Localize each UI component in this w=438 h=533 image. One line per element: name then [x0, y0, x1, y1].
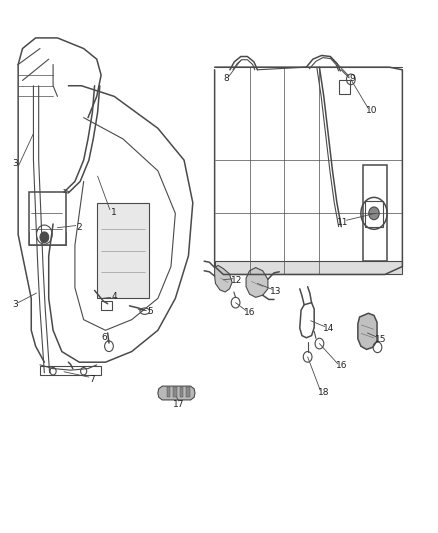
Bar [339, 80, 350, 94]
Text: 17: 17 [173, 400, 184, 409]
Bar [173, 386, 177, 397]
Text: 8: 8 [223, 74, 229, 83]
Text: 6: 6 [102, 333, 107, 342]
Bar [363, 165, 387, 261]
Text: 5: 5 [147, 307, 153, 316]
Bar [215, 261, 403, 274]
Bar [101, 301, 112, 310]
Bar [166, 386, 170, 397]
Polygon shape [158, 386, 195, 400]
Polygon shape [358, 313, 377, 350]
Text: 14: 14 [322, 324, 334, 333]
Polygon shape [246, 268, 268, 297]
Bar [186, 386, 190, 397]
Bar [180, 386, 183, 397]
Circle shape [369, 207, 379, 220]
Text: 13: 13 [270, 287, 282, 296]
Text: 18: 18 [318, 388, 329, 397]
Text: 3: 3 [12, 159, 18, 168]
Text: 15: 15 [375, 335, 386, 344]
Bar [29, 192, 66, 245]
Text: 7: 7 [89, 375, 95, 384]
Text: 2: 2 [77, 223, 82, 232]
Text: 11: 11 [337, 218, 349, 227]
Text: 10: 10 [366, 106, 378, 115]
Text: 1: 1 [110, 208, 116, 217]
Bar [40, 366, 101, 375]
Text: 3: 3 [12, 300, 18, 309]
Circle shape [40, 232, 49, 243]
Text: 4: 4 [111, 292, 117, 301]
Bar [97, 203, 149, 298]
Text: 16: 16 [244, 308, 255, 317]
Text: 9: 9 [350, 74, 356, 83]
Polygon shape [215, 265, 232, 292]
Bar [365, 201, 383, 227]
Text: 12: 12 [231, 276, 242, 285]
Text: 16: 16 [336, 361, 347, 370]
